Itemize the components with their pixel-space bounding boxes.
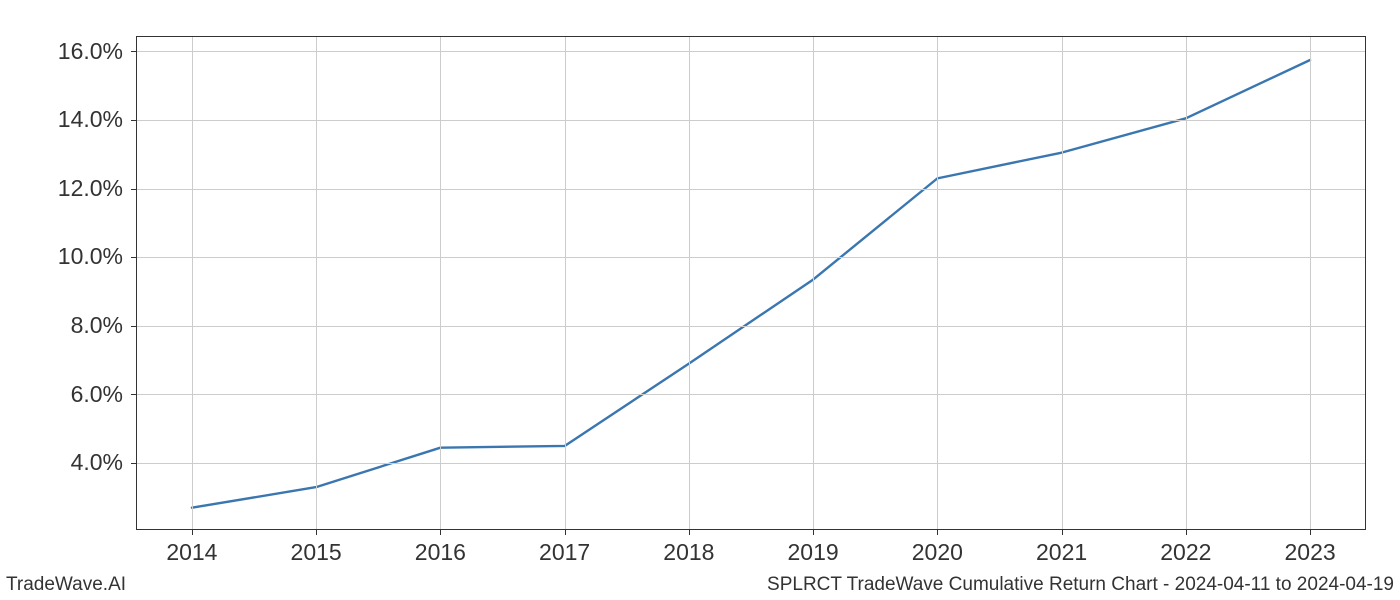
y-tick-label: 4.0% xyxy=(23,449,123,476)
x-tick xyxy=(440,530,441,535)
footer-left-text: TradeWave.AI xyxy=(6,574,126,596)
chart-container: TradeWave.AI SPLRCT TradeWave Cumulative… xyxy=(0,0,1400,600)
grid-line-vertical xyxy=(192,36,193,530)
x-tick-label: 2016 xyxy=(395,539,485,566)
x-tick xyxy=(192,530,193,535)
grid-line-horizontal xyxy=(136,189,1366,190)
x-tick xyxy=(1310,530,1311,535)
x-tick xyxy=(565,530,566,535)
grid-line-vertical xyxy=(689,36,690,530)
y-tick-label: 14.0% xyxy=(23,106,123,133)
line-series xyxy=(0,0,1400,600)
x-tick-label: 2014 xyxy=(147,539,237,566)
x-tick-label: 2018 xyxy=(644,539,734,566)
footer-right-text: SPLRCT TradeWave Cumulative Return Chart… xyxy=(767,574,1394,596)
axis-spine-left xyxy=(136,36,137,530)
x-tick xyxy=(1062,530,1063,535)
x-tick-label: 2017 xyxy=(520,539,610,566)
x-tick-label: 2015 xyxy=(271,539,361,566)
grid-line-horizontal xyxy=(136,120,1366,121)
y-tick-label: 8.0% xyxy=(23,312,123,339)
grid-line-vertical xyxy=(1186,36,1187,530)
grid-line-vertical xyxy=(1310,36,1311,530)
y-tick-label: 10.0% xyxy=(23,243,123,270)
grid-line-vertical xyxy=(316,36,317,530)
y-tick-label: 12.0% xyxy=(23,175,123,202)
x-tick-label: 2023 xyxy=(1265,539,1355,566)
x-tick-label: 2021 xyxy=(1017,539,1107,566)
x-tick xyxy=(689,530,690,535)
grid-line-vertical xyxy=(440,36,441,530)
x-tick xyxy=(316,530,317,535)
x-tick-label: 2022 xyxy=(1141,539,1231,566)
grid-line-vertical xyxy=(565,36,566,530)
grid-line-horizontal xyxy=(136,257,1366,258)
grid-line-horizontal xyxy=(136,394,1366,395)
y-tick-label: 6.0% xyxy=(23,381,123,408)
grid-line-horizontal xyxy=(136,51,1366,52)
x-tick xyxy=(1186,530,1187,535)
grid-line-vertical xyxy=(937,36,938,530)
axis-spine-bottom xyxy=(136,529,1366,530)
grid-line-horizontal xyxy=(136,463,1366,464)
grid-line-vertical xyxy=(1062,36,1063,530)
grid-line-horizontal xyxy=(136,326,1366,327)
axis-spine-right xyxy=(1365,36,1366,530)
return-line xyxy=(192,60,1310,508)
grid-line-vertical xyxy=(813,36,814,530)
x-tick-label: 2019 xyxy=(768,539,858,566)
x-tick xyxy=(937,530,938,535)
axis-spine-top xyxy=(136,36,1366,37)
y-tick-label: 16.0% xyxy=(23,38,123,65)
x-tick-label: 2020 xyxy=(892,539,982,566)
x-tick xyxy=(813,530,814,535)
